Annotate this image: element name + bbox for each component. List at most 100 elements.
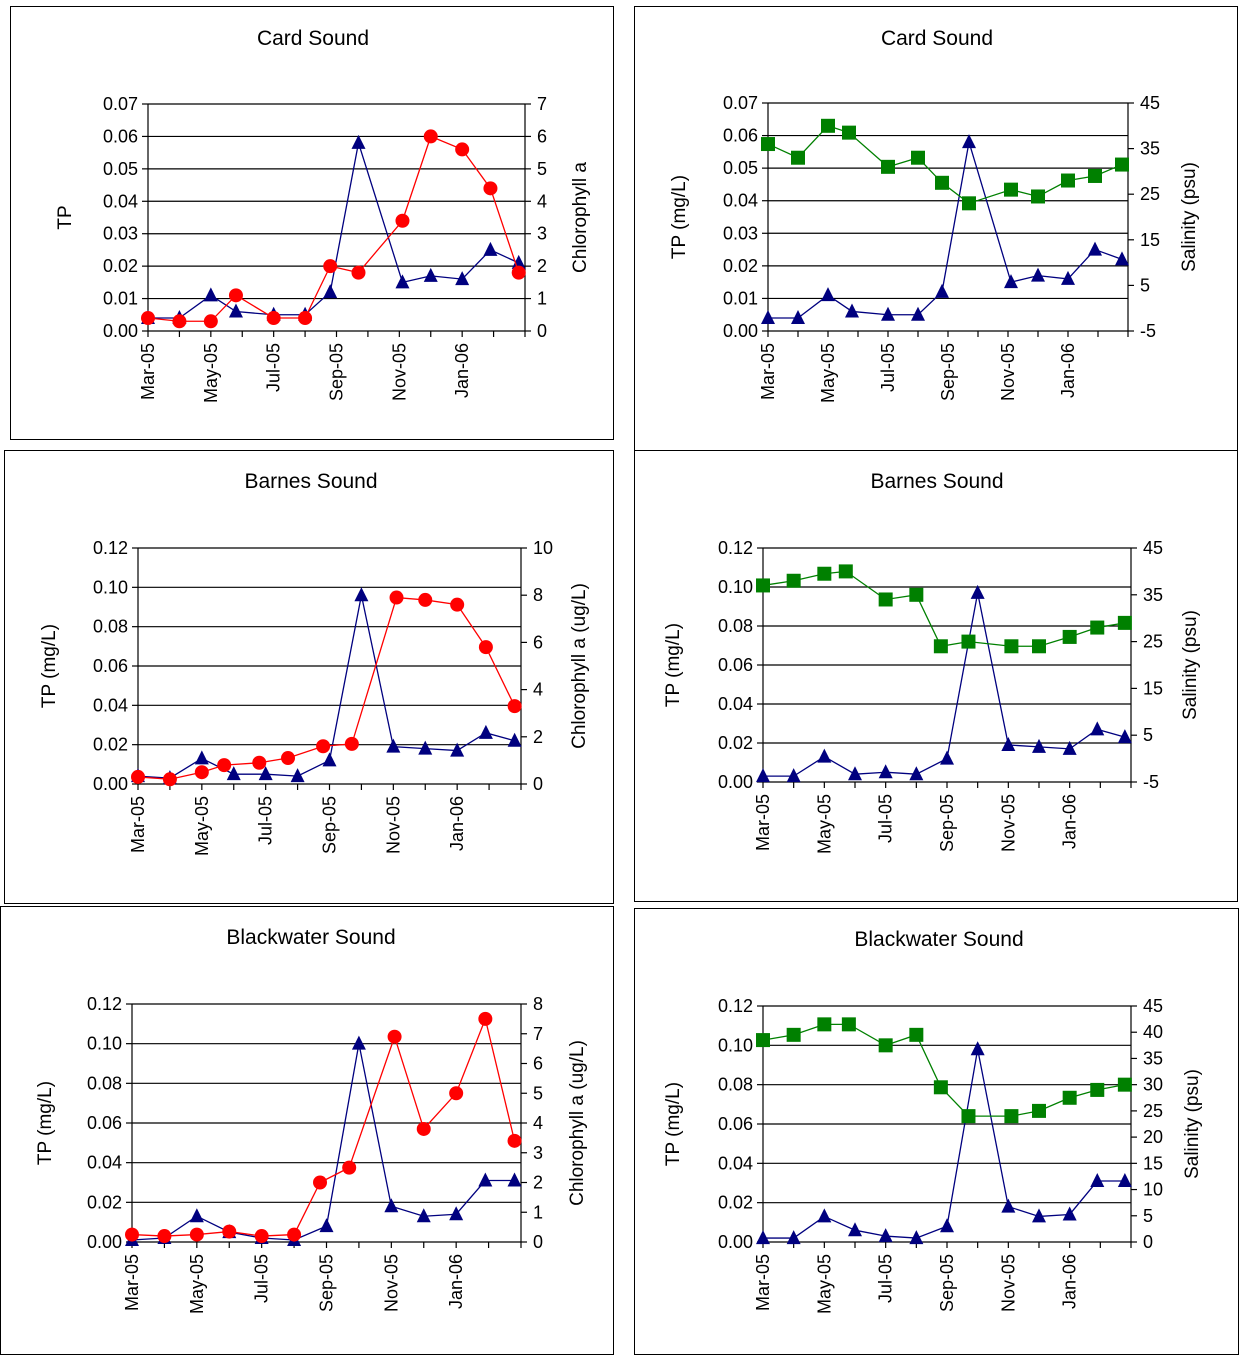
y-axis-label: TP [55, 205, 76, 229]
y-tick-label: 0.00 [723, 321, 758, 341]
data-point [821, 118, 835, 133]
x-tick-label: Mar-05 [138, 343, 158, 400]
chart-barnes-sound-salinity: Barnes Sound 0.00 0.02 0.04 0.06 0.08 0.10 0.12… [663, 470, 1201, 854]
y2-tick-label: 15 [1143, 678, 1163, 698]
panel-blackwater-sound-salinity: Blackwater Sound 0.00 0.02 0.04 0.06 0.08 0.10… [634, 908, 1239, 1355]
y2-tick-label: 3 [537, 224, 547, 244]
y-tick-label: 0.02 [723, 256, 758, 276]
series-tp [125, 1035, 522, 1247]
y2-tick-label: 2 [533, 727, 543, 747]
x-tick-label: Mar-05 [128, 796, 148, 853]
x-tick-label: Jul-05 [876, 794, 896, 843]
data-point [1032, 1103, 1046, 1118]
data-point [933, 639, 948, 654]
x-tick-label: Jan-06 [452, 343, 472, 398]
data-point [316, 739, 331, 754]
data-point [1032, 738, 1046, 753]
data-point [450, 742, 465, 757]
series-chl [141, 129, 526, 329]
data-point [961, 634, 976, 649]
data-point [344, 736, 359, 751]
y2-tick-label: 15 [1143, 1153, 1163, 1173]
y-tick-label: 0.01 [103, 289, 138, 309]
data-point [845, 303, 859, 318]
y2-tick-label: 3 [533, 1143, 543, 1163]
data-point [455, 271, 470, 286]
data-point [162, 772, 177, 787]
x-tick-label: Nov-05 [383, 796, 403, 854]
y2-tick-label: 6 [537, 126, 547, 146]
data-point [791, 309, 805, 324]
y-tick-label: 0.03 [103, 224, 138, 244]
y-tick-label: 0.00 [103, 321, 138, 341]
y-tick-label: 0.08 [87, 1073, 122, 1093]
y2-tick-label: 7 [537, 94, 547, 114]
y-tick-label: 0.05 [103, 159, 138, 179]
y-tick-label: 0.02 [718, 1193, 753, 1213]
y2-tick-label: 5 [533, 1083, 543, 1103]
data-point [881, 159, 895, 174]
x-tick-label: Jul-05 [264, 343, 284, 392]
data-point [157, 1229, 172, 1244]
x-tick-label: May-05 [187, 1254, 207, 1314]
data-point [1117, 615, 1132, 630]
data-point [228, 303, 243, 318]
data-point [761, 137, 775, 152]
data-point [507, 1172, 522, 1187]
y-tick-label: 0.08 [718, 616, 753, 636]
x-tick-label: Mar-05 [758, 343, 778, 400]
y-tick-label: 0.00 [87, 1232, 122, 1252]
data-point [266, 311, 281, 326]
y-axis-label: TP (mg/L) [663, 623, 684, 707]
data-point [1062, 629, 1077, 644]
data-point [878, 1038, 893, 1053]
y2-tick-label: 25 [1143, 1101, 1163, 1121]
data-point [287, 1227, 302, 1242]
data-point [791, 150, 805, 165]
data-point [194, 765, 209, 780]
data-point [878, 592, 893, 607]
data-point [817, 566, 832, 581]
data-point [821, 287, 835, 302]
data-point [786, 1230, 801, 1245]
y2-tick-label: 4 [533, 680, 543, 700]
data-point [935, 175, 949, 190]
data-point [970, 584, 985, 599]
data-point [786, 573, 801, 588]
y-axis-label: TP (mg/L) [35, 1081, 56, 1165]
chart-title: Card Sound [881, 27, 993, 50]
data-point [1032, 1208, 1046, 1223]
data-point [761, 309, 775, 324]
series-tp [141, 134, 526, 325]
y-tick-label: 0.08 [718, 1075, 753, 1095]
data-point [252, 755, 267, 770]
data-point [970, 1041, 985, 1056]
data-point [909, 766, 924, 781]
chart-title: Barnes Sound [244, 470, 377, 493]
data-point [351, 134, 366, 149]
chart-title: Blackwater Sound [854, 928, 1023, 951]
y2-tick-label: 8 [533, 585, 543, 605]
data-point [940, 1218, 954, 1233]
data-point [511, 254, 526, 269]
data-point [172, 314, 187, 329]
data-point [281, 751, 296, 766]
y2-tick-label: 45 [1140, 93, 1160, 113]
data-point [322, 752, 337, 767]
data-point [507, 699, 522, 714]
data-point [416, 1121, 431, 1136]
y-tick-label: 0.04 [718, 694, 753, 714]
data-point [478, 724, 493, 739]
data-point [1090, 620, 1105, 635]
data-point [351, 1035, 366, 1050]
y-tick-label: 0.05 [723, 158, 758, 178]
data-point [483, 181, 498, 196]
data-point [1090, 721, 1105, 736]
y-tick-label: 0.03 [723, 223, 758, 243]
data-point [786, 768, 801, 783]
panel-blackwater-sound-chlorophyll: Blackwater Sound 0.00 0.02 0.04 0.06 0.08 0.10… [0, 906, 614, 1355]
data-point [323, 259, 338, 274]
data-point [449, 1086, 464, 1101]
y2-tick-label: 5 [1143, 1206, 1153, 1226]
x-tick-label: Jul-05 [256, 796, 276, 845]
